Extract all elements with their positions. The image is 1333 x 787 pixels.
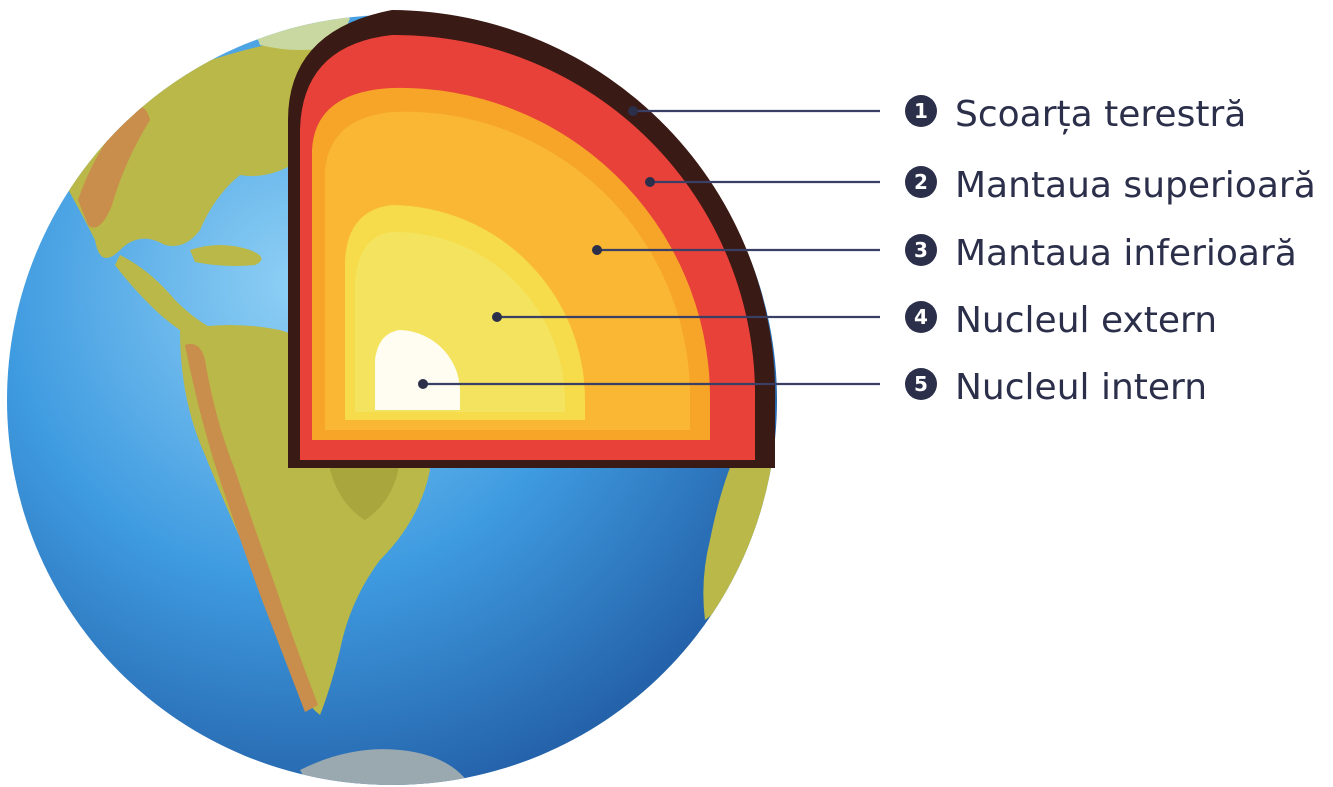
label-crust: 1 Scoarța terestră: [905, 94, 1246, 135]
africa-edge: [703, 420, 772, 620]
label-text-2: Mantaua superioară: [955, 165, 1316, 206]
number-badge-4: [905, 301, 937, 333]
central-america: [115, 255, 215, 345]
number-badge-3: [905, 234, 937, 266]
label-text-3: Mantaua inferioară: [955, 233, 1297, 274]
number-text-5: 5: [914, 372, 928, 396]
label-text-4: Nucleul extern: [955, 300, 1217, 341]
number-badge-2: [905, 166, 937, 198]
label-upper-mantle: 2 Mantaua superioară: [905, 165, 1316, 206]
number-text-3: 3: [914, 238, 928, 262]
number-text-1: 1: [914, 99, 928, 123]
label-lower-mantle: 3 Mantaua inferioară: [905, 233, 1297, 274]
label-inner-core: 5 Nucleul intern: [905, 367, 1207, 408]
leader-dot-5: [418, 379, 428, 389]
leader-lines: [418, 106, 880, 389]
globe: [7, 10, 777, 785]
layer-inner-core: [375, 330, 461, 410]
andes-mountains: [185, 344, 318, 712]
label-text-1: Scoarța terestră: [955, 94, 1246, 135]
label-text-5: Nucleul intern: [955, 367, 1207, 408]
leader-dot-3: [592, 245, 602, 255]
cutaway-section: [288, 10, 776, 468]
leader-dot-1: [628, 106, 638, 116]
leader-dot-4: [492, 312, 502, 322]
north-america: [60, 38, 356, 258]
leader-dot-2: [645, 177, 655, 187]
north-america-mountains: [78, 106, 150, 228]
number-badge-5: [905, 368, 937, 400]
layer-labels: 1 Scoarța terestră 2 Mantaua superioară …: [905, 94, 1316, 408]
caribbean-islands: [190, 245, 262, 266]
number-badge-1: [905, 95, 937, 127]
number-text-2: 2: [914, 170, 928, 194]
number-text-4: 4: [914, 305, 928, 329]
label-outer-core: 4 Nucleul extern: [905, 300, 1217, 341]
antarctica: [300, 749, 470, 785]
